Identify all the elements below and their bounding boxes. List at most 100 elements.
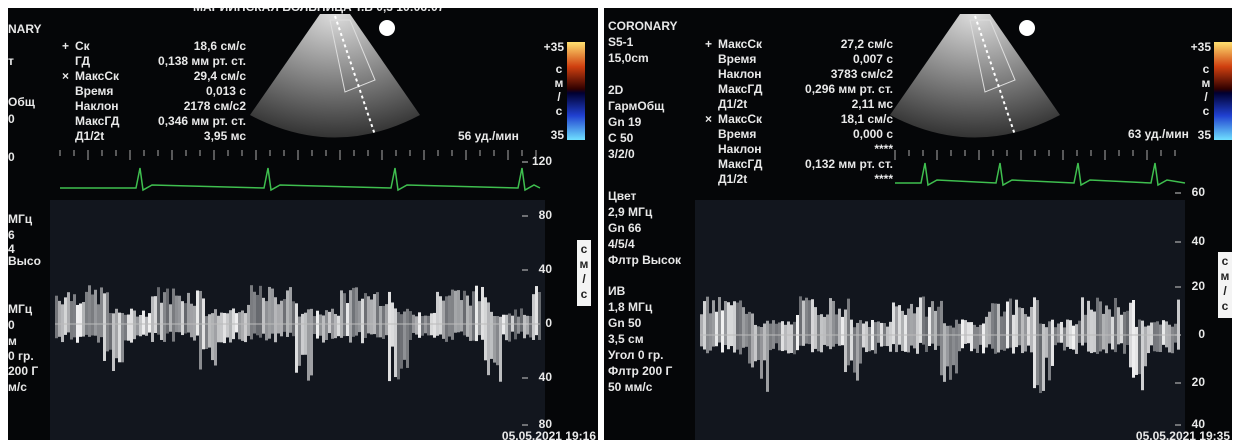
- doppler-spectrum: [427, 316, 430, 336]
- doppler-spectrum: [289, 287, 292, 333]
- measurement-value: 0,296 мм рт. ст.: [805, 82, 893, 96]
- doppler-spectrum: [724, 301, 727, 345]
- doppler-spectrum: [385, 304, 388, 335]
- measurement-value: 0,346 мм рт. ст.: [158, 114, 246, 128]
- doppler-spectrum: [460, 300, 463, 331]
- side-parameter: Флтр 200 Г: [608, 364, 672, 378]
- side-parameter: Gn 19: [608, 115, 642, 129]
- doppler-spectrum: [127, 315, 130, 341]
- doppler-spectrum: [229, 310, 232, 342]
- doppler-spectrum: [730, 305, 733, 346]
- scale-label: 0: [1198, 327, 1205, 341]
- doppler-spectrum: [907, 309, 910, 353]
- doppler-spectrum: [472, 291, 475, 340]
- doppler-spectrum: [235, 313, 238, 332]
- doppler-spectrum: [88, 285, 91, 337]
- doppler-spectrum: [448, 296, 451, 337]
- doppler-spectrum: [499, 317, 502, 382]
- doppler-spectrum: [166, 289, 169, 334]
- doppler-spectrum: [700, 314, 703, 346]
- doppler-spectrum: [241, 310, 244, 340]
- scale-label: 0: [545, 316, 552, 330]
- doppler-spectrum: [931, 301, 934, 344]
- doppler-spectrum: [1177, 300, 1180, 350]
- doppler-spectrum: [1027, 317, 1030, 346]
- side-parameter: м/с: [8, 380, 27, 394]
- doppler-spectrum: [442, 301, 445, 339]
- doppler-spectrum: [391, 302, 394, 346]
- doppler-spectrum: [160, 303, 163, 340]
- doppler-spectrum: [1042, 324, 1045, 391]
- doppler-spectrum: [436, 292, 439, 336]
- doppler-spectrum: [874, 322, 877, 354]
- measurement-value: 29,4 см/с: [194, 69, 247, 83]
- doppler-spectrum: [226, 313, 229, 337]
- side-parameter: 2D: [608, 83, 624, 97]
- doppler-spectrum: [1090, 310, 1093, 353]
- doppler-spectrum: [283, 299, 286, 332]
- doppler-spectrum: [973, 325, 976, 349]
- measurement-value: 0,007 с: [853, 52, 893, 66]
- doppler-spectrum: [1039, 324, 1042, 394]
- doppler-spectrum: [727, 302, 730, 349]
- doppler-spectrum: [367, 296, 370, 333]
- doppler-spectrum: [403, 312, 406, 360]
- measurement-label: Д1/2t: [718, 97, 747, 111]
- doppler-spectrum: [856, 323, 859, 381]
- screenshot: +3535см/сМАРИИНСКАЯ БОЛЬНИЦА T.B 0,3 10:…: [0, 0, 1242, 445]
- doppler-spectrum: [1105, 305, 1108, 353]
- doppler-spectrum: [169, 304, 172, 331]
- side-parameter: CORONARY: [608, 19, 678, 33]
- color-scale-unit: м: [1202, 76, 1211, 90]
- doppler-spectrum: [301, 314, 304, 355]
- doppler-spectrum: [1024, 314, 1027, 351]
- heart-rate: 63 уд./мин: [1128, 127, 1189, 141]
- doppler-spectrum: [121, 313, 124, 362]
- doppler-spectrum: [112, 313, 115, 371]
- scale-label: 40: [1192, 234, 1206, 248]
- doppler-spectrum: [505, 315, 508, 340]
- measurement-value: 3,95 мс: [204, 129, 246, 143]
- doppler-spectrum: [394, 308, 397, 377]
- doppler-spectrum: [145, 317, 148, 336]
- doppler-spectrum: [1123, 312, 1126, 354]
- measurement-label: МаксСк: [718, 37, 763, 51]
- doppler-spectrum: [928, 307, 931, 346]
- doppler-spectrum: [853, 327, 856, 372]
- doppler-spectrum: [103, 293, 106, 361]
- doppler-spectrum: [433, 313, 436, 338]
- scale-label: 60: [1192, 185, 1206, 199]
- doppler-spectrum: [79, 303, 82, 336]
- doppler-spectrum: [109, 313, 112, 350]
- measurement-label: МаксГД: [718, 82, 763, 96]
- side-parameter: МГц: [8, 212, 33, 226]
- doppler-spectrum: [154, 296, 157, 333]
- doppler-spectrum: [742, 307, 745, 348]
- side-parameter: 2,9 МГц: [608, 205, 653, 219]
- measurement-label: Наклон: [75, 99, 119, 113]
- doppler-spectrum: [949, 326, 952, 380]
- doppler-spectrum: [523, 315, 526, 338]
- doppler-spectrum: [475, 286, 478, 341]
- doppler-spectrum: [220, 313, 223, 343]
- timestamp: 05.05.2021 19:16: [502, 429, 596, 443]
- orientation-dot: [1019, 20, 1035, 36]
- doppler-spectrum: [796, 315, 799, 350]
- doppler-spectrum: [346, 303, 349, 336]
- doppler-spectrum: [337, 316, 340, 336]
- doppler-spectrum: [238, 312, 241, 339]
- doppler-spectrum: [1162, 320, 1165, 345]
- doppler-spectrum: [91, 295, 94, 336]
- side-parameter: C 50: [608, 131, 634, 145]
- doppler-spectrum: [388, 292, 391, 381]
- measurement-label: Д1/2t: [75, 129, 104, 143]
- orientation-dot: [379, 20, 395, 36]
- doppler-spectrum: [868, 327, 871, 351]
- side-parameter: 50 мм/с: [608, 380, 653, 394]
- side-parameter: S5-1: [608, 35, 634, 49]
- doppler-spectrum: [943, 323, 946, 382]
- doppler-spectrum: [130, 309, 133, 343]
- doppler-spectrum: [181, 301, 184, 335]
- doppler-spectrum: [841, 317, 844, 345]
- doppler-spectrum: [322, 315, 325, 342]
